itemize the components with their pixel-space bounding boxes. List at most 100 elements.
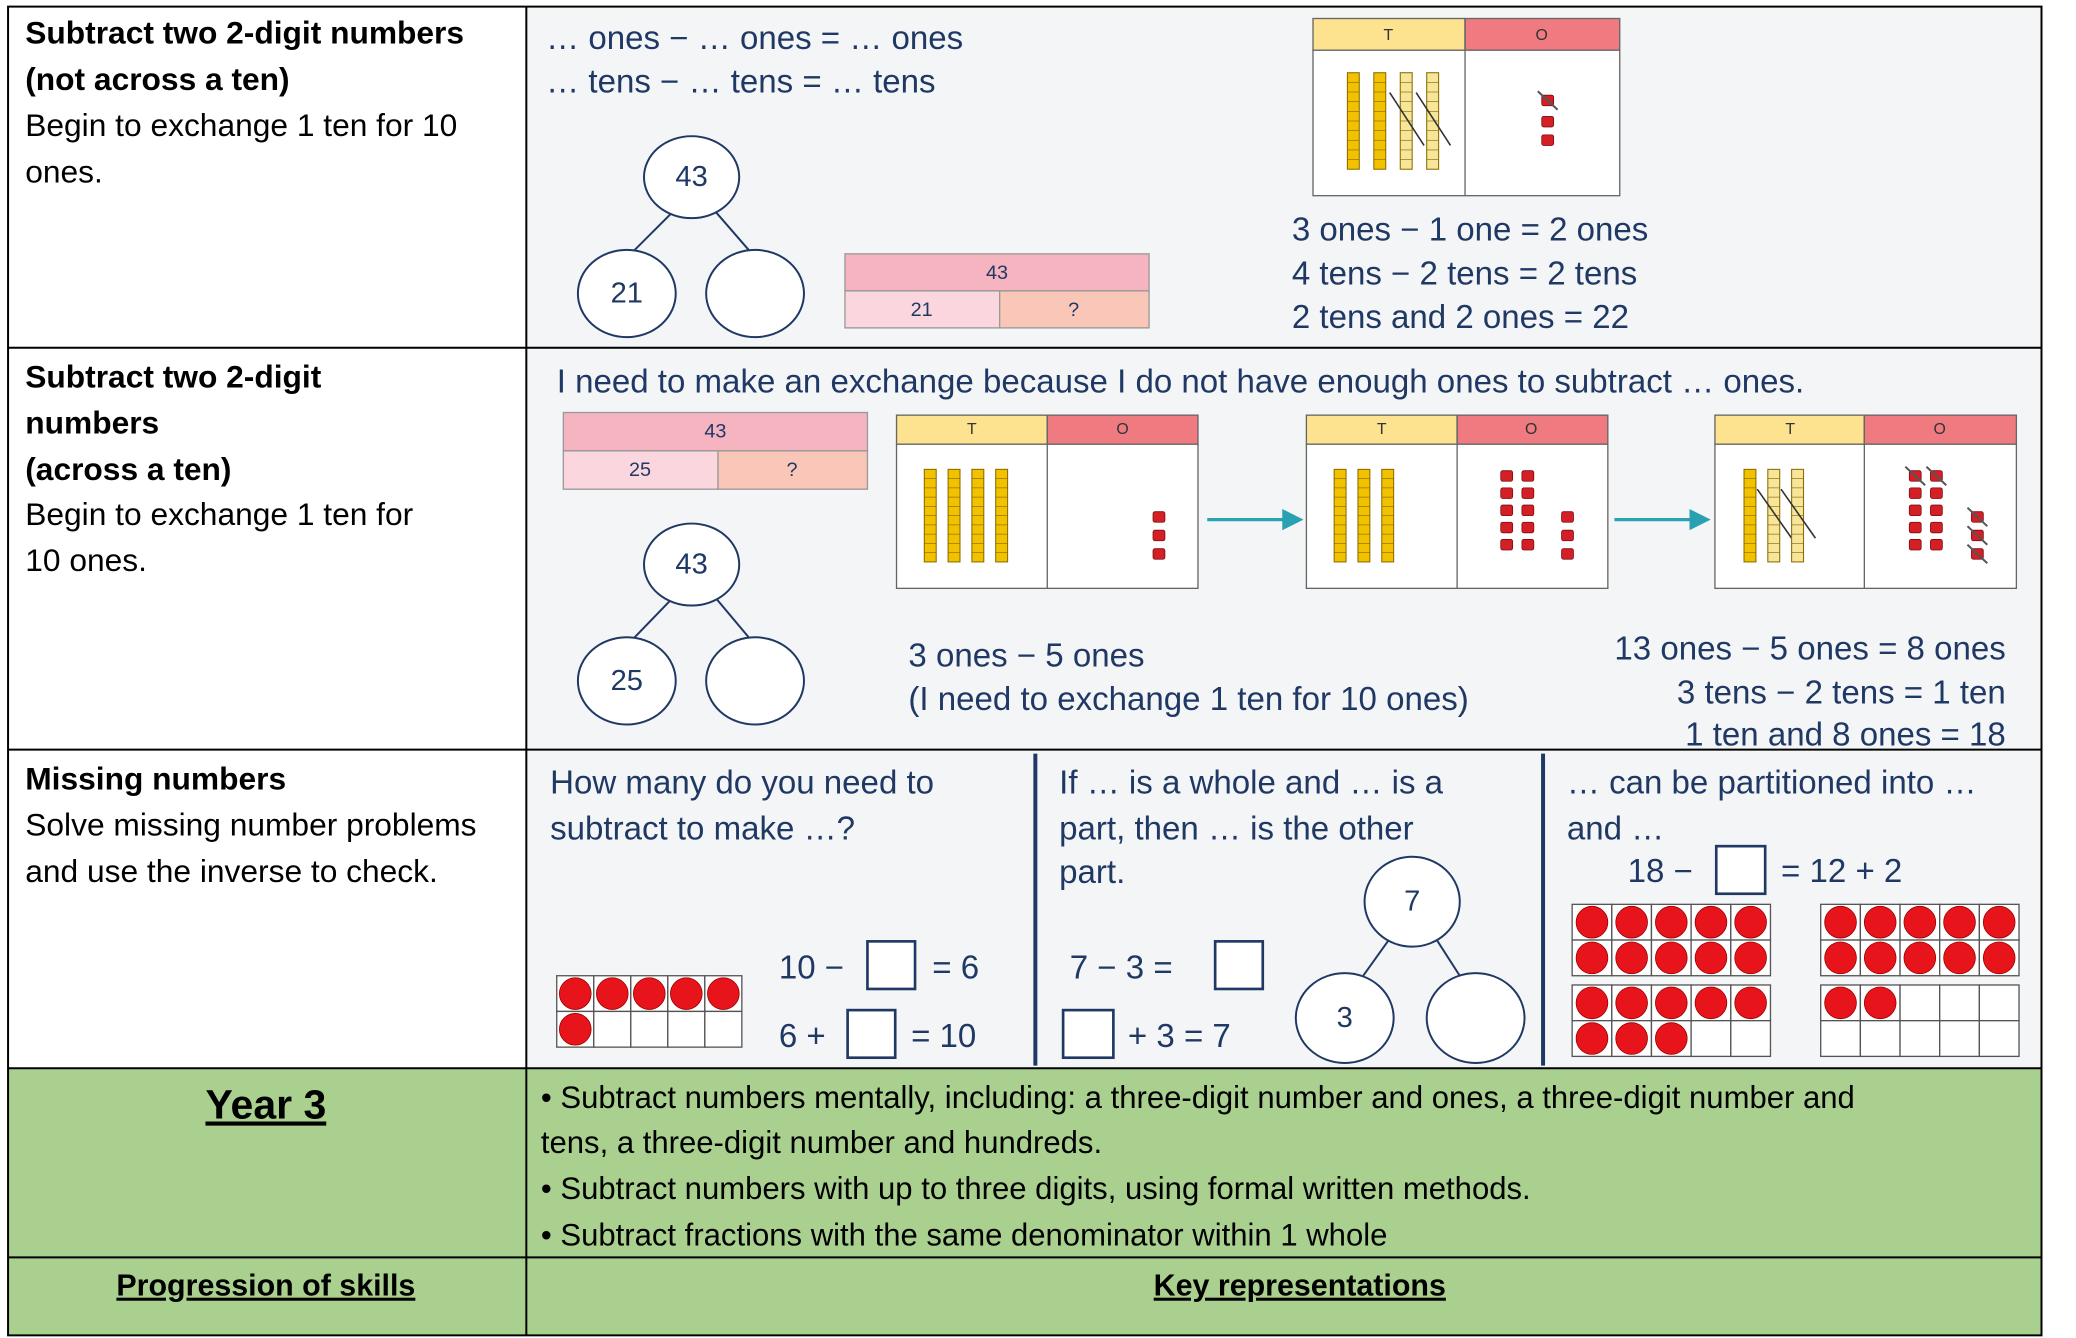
label: 25 bbox=[629, 459, 651, 481]
shape bbox=[632, 596, 674, 640]
label: O bbox=[1525, 421, 1537, 438]
shape bbox=[1294, 972, 1395, 1064]
shape bbox=[1966, 543, 1988, 564]
shape bbox=[1930, 539, 1943, 551]
shape bbox=[1734, 905, 1767, 939]
label: and … bbox=[1567, 811, 1664, 848]
label: = 6 bbox=[932, 949, 979, 986]
label: Missing numbers bbox=[25, 760, 286, 796]
label: … ones − … ones = … ones bbox=[546, 20, 963, 57]
shape bbox=[670, 977, 703, 1010]
shape bbox=[1561, 529, 1574, 542]
group bbox=[1312, 17, 1621, 197]
label: Key representations bbox=[1154, 1269, 1446, 1303]
group bbox=[1207, 508, 1711, 531]
label: … tens − … tens = … tens bbox=[546, 64, 935, 101]
shape bbox=[717, 450, 869, 490]
shape bbox=[596, 977, 629, 1010]
label: 10 − bbox=[779, 949, 844, 986]
label: 6 + bbox=[779, 1018, 826, 1055]
shape bbox=[1152, 529, 1166, 542]
label: Solve missing number problems bbox=[25, 807, 476, 843]
shape bbox=[1500, 539, 1514, 551]
shape bbox=[1362, 938, 1391, 977]
shape bbox=[562, 450, 719, 490]
group bbox=[7, 5, 2043, 1337]
shape bbox=[1500, 470, 1514, 482]
shape bbox=[1575, 986, 1609, 1020]
label: 18 − bbox=[1628, 853, 1693, 890]
shape bbox=[1734, 941, 1767, 975]
label: Subtract two 2-digit bbox=[25, 358, 321, 394]
label: Begin to exchange 1 ten for bbox=[25, 496, 413, 532]
label: Year 3 bbox=[205, 1082, 326, 1128]
label: … can be partitioned into … bbox=[1567, 764, 1977, 801]
label: 10 ones. bbox=[25, 542, 147, 578]
shape bbox=[1521, 521, 1535, 534]
shape bbox=[1615, 905, 1648, 939]
label: Begin to exchange 1 ten for 10 bbox=[25, 107, 457, 143]
label: subtract to make …? bbox=[550, 811, 855, 848]
shape bbox=[1152, 511, 1166, 523]
label: O bbox=[1116, 421, 1128, 438]
label: = 10 bbox=[911, 1018, 976, 1055]
shape bbox=[1966, 525, 1988, 546]
label: ones. bbox=[25, 153, 103, 189]
shape bbox=[714, 596, 751, 640]
label: + 3 = 7 bbox=[1128, 1018, 1231, 1055]
shape bbox=[643, 522, 741, 607]
shape bbox=[1575, 941, 1609, 975]
shape bbox=[1899, 1020, 1941, 1058]
shape bbox=[1521, 470, 1535, 482]
label: T bbox=[967, 421, 977, 438]
shape bbox=[846, 1008, 897, 1060]
label: 43 bbox=[986, 262, 1008, 284]
group bbox=[556, 903, 2020, 1058]
shape bbox=[1690, 1020, 1732, 1058]
label: = 12 + 2 bbox=[1781, 853, 1902, 890]
shape bbox=[1046, 414, 1199, 445]
shape bbox=[1908, 521, 1922, 534]
shape bbox=[1824, 986, 1857, 1020]
shape bbox=[1930, 487, 1943, 499]
shape bbox=[1939, 984, 1981, 1022]
shape bbox=[1615, 941, 1648, 975]
label: (not across a ten) bbox=[25, 61, 289, 97]
label: 3 ones − 5 ones bbox=[908, 637, 1144, 674]
shape bbox=[633, 977, 666, 1010]
shape bbox=[1464, 17, 1621, 51]
shape bbox=[998, 290, 1150, 329]
shape bbox=[704, 1010, 743, 1048]
label: 4 tens − 2 tens = 2 tens bbox=[1292, 255, 1637, 292]
shape bbox=[714, 210, 751, 252]
shape bbox=[1908, 539, 1922, 551]
shape bbox=[1930, 504, 1943, 517]
shape bbox=[1904, 465, 1926, 486]
shape bbox=[1655, 941, 1688, 975]
shape bbox=[1061, 1008, 1115, 1060]
label: • Subtract numbers with up to three digi… bbox=[541, 1171, 1531, 1206]
shape bbox=[7, 5, 2043, 1337]
shape bbox=[1435, 938, 1461, 977]
label: • Subtract fractions with the same denom… bbox=[541, 1217, 1388, 1252]
label: part. bbox=[1059, 854, 1125, 891]
shape bbox=[1561, 548, 1574, 560]
shape bbox=[1655, 905, 1688, 939]
label: 43 bbox=[704, 421, 726, 443]
shape bbox=[705, 636, 805, 726]
label: 3 tens − 2 tens = 1 ten bbox=[1677, 674, 2006, 711]
label: • Subtract numbers mentally, including: … bbox=[541, 1080, 1855, 1115]
shape bbox=[1734, 986, 1767, 1020]
shape bbox=[667, 1010, 706, 1048]
shape bbox=[1966, 506, 1988, 527]
label: 43 bbox=[675, 161, 707, 193]
shape bbox=[643, 135, 741, 220]
shape bbox=[526, 749, 2042, 1069]
shape bbox=[1415, 92, 1452, 146]
label: (across a ten) bbox=[25, 451, 231, 487]
shape bbox=[1213, 940, 1265, 991]
shape bbox=[1541, 134, 1555, 146]
shape bbox=[562, 411, 869, 452]
label: ? bbox=[1068, 299, 1079, 321]
shape bbox=[1978, 984, 2020, 1022]
